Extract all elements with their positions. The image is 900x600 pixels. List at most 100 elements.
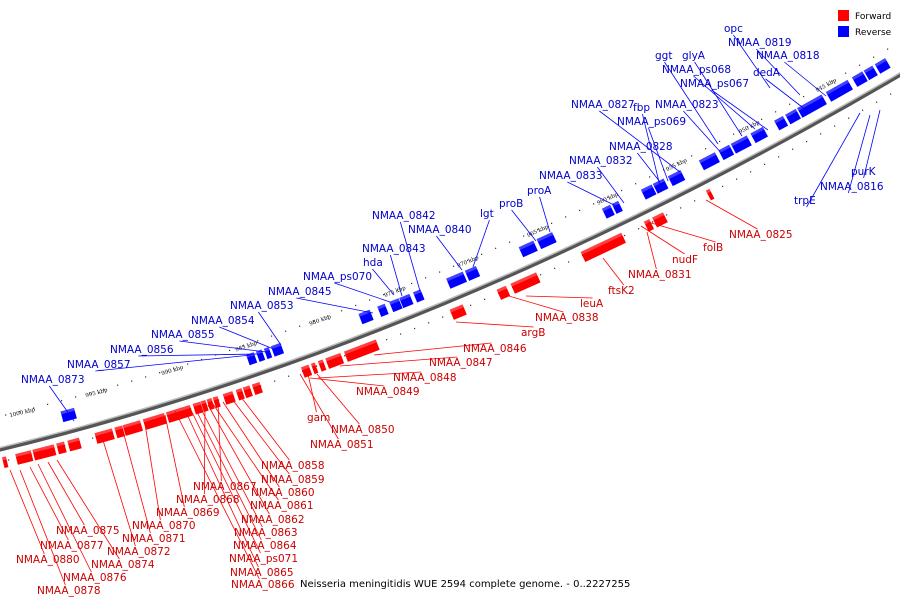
- scale-dot: [316, 365, 318, 367]
- forward-gene-label: NMAA_0878: [37, 585, 101, 597]
- forward-gene: [643, 219, 655, 232]
- label-leader: [637, 152, 661, 183]
- reverse-gene: [389, 298, 403, 313]
- label-leader: [472, 219, 490, 268]
- reverse-gene-label: NMAA_0854: [191, 315, 255, 327]
- label-leader: [597, 166, 625, 204]
- label-leader: [693, 75, 756, 130]
- forward-gene: [206, 398, 215, 411]
- scale-dot: [344, 355, 346, 357]
- forward-gene: [251, 382, 263, 395]
- label-leader: [339, 356, 458, 367]
- legend-swatch-forward: [838, 10, 849, 21]
- scale-dot: [187, 363, 189, 365]
- forward-gene: [580, 232, 626, 262]
- forward-gene-label: NMAA_0868: [176, 494, 240, 506]
- reverse-gene-label: purK: [851, 166, 877, 178]
- reverse-gene-label: NMAA_0842: [372, 210, 436, 222]
- scale-dot: [8, 459, 10, 461]
- scale-dot: [453, 265, 455, 267]
- reverse-gene: [785, 108, 801, 125]
- scale-dot: [243, 345, 245, 347]
- scale-dot: [442, 316, 444, 318]
- forward-gene-label: NMAA_0869: [156, 507, 220, 519]
- label-leader: [567, 181, 617, 207]
- legend-label-forward: Forward: [855, 12, 891, 22]
- label-leader: [399, 221, 421, 292]
- scale-dot: [274, 380, 276, 382]
- reverse-gene: [774, 115, 789, 131]
- reverse-gene: [750, 126, 768, 144]
- forward-gene-label: NMAA_0864: [233, 540, 297, 552]
- reverse-gene: [263, 347, 273, 360]
- scale-dot: [733, 133, 735, 135]
- forward-gene-label: nudF: [672, 254, 698, 266]
- scale-dot: [607, 196, 609, 198]
- forward-gene: [56, 441, 67, 455]
- reverse-gene-label: NMAA_0843: [362, 243, 426, 255]
- label-leader: [307, 373, 317, 413]
- reverse-gene: [518, 240, 538, 258]
- forward-gene-label: NMAA_0863: [234, 527, 298, 539]
- reverse-gene-label: NMAA_0853: [230, 300, 294, 312]
- reverse-gene-label: NMAA_0818: [756, 50, 820, 62]
- reverse-gene-label: hda: [363, 257, 383, 269]
- scale-dot: [103, 388, 105, 390]
- reverse-gene-label: NMAA_0840: [408, 224, 472, 236]
- label-leader: [705, 199, 758, 230]
- scale-dot: [792, 148, 794, 150]
- label-leader: [19, 469, 66, 586]
- legend-swatch-reverse: [838, 26, 849, 37]
- scale-dot: [414, 327, 416, 330]
- scale-dot: [271, 335, 273, 337]
- label-leader: [640, 225, 685, 255]
- reverse-gene: [851, 71, 868, 87]
- label-leader: [784, 61, 827, 97]
- label-leader: [174, 410, 260, 580]
- forward-gene: [114, 425, 126, 439]
- scale-dot: [859, 64, 861, 66]
- scale-dot: [173, 367, 175, 370]
- reverse-gene-label: NMAA_0855: [151, 329, 215, 341]
- reverse-gene: [698, 152, 720, 171]
- gene-layer: [1, 58, 891, 469]
- reverse-gene-label: trpE: [794, 195, 816, 207]
- label-leader: [56, 459, 120, 560]
- scale-dot: [750, 171, 752, 173]
- forward-gene-label: folB: [703, 242, 723, 254]
- scale-dot: [397, 288, 399, 290]
- forward-gene-label: NMAA_0847: [429, 357, 493, 369]
- label-leader: [372, 268, 395, 296]
- forward-gene: [15, 450, 34, 465]
- label-leader: [217, 401, 222, 482]
- reverse-gene: [536, 232, 557, 250]
- scale-dot: [649, 176, 651, 178]
- reverse-gene-label: ggt: [655, 50, 672, 62]
- scale-dot: [313, 320, 315, 322]
- forward-gene: [510, 272, 541, 294]
- scale-dot: [229, 349, 231, 352]
- forward-gene: [300, 364, 313, 378]
- forward-gene-label: NMAA_0838: [535, 312, 599, 324]
- label-leader: [240, 396, 290, 461]
- scale-dot: [117, 384, 119, 386]
- label-leader: [296, 297, 374, 314]
- reverse-gene-label: NMAA_0816: [820, 181, 884, 193]
- forward-gene-label: argB: [521, 327, 545, 339]
- forward-gene-label: NMAA_0862: [241, 514, 305, 526]
- scale-dot: [775, 111, 777, 113]
- reverse-gene-label: opc: [724, 23, 743, 35]
- label-leader: [664, 61, 719, 145]
- forward-gene: [325, 352, 345, 369]
- reverse-gene-label: glyA: [682, 50, 706, 62]
- label-leader: [525, 295, 593, 299]
- reverse-gene-label: NMAA_0833: [539, 170, 603, 182]
- scale-dot: [355, 304, 357, 307]
- scale-dot: [47, 403, 49, 405]
- reverse-gene: [652, 178, 669, 194]
- scale-dot: [719, 140, 721, 143]
- forward-gene: [310, 362, 319, 375]
